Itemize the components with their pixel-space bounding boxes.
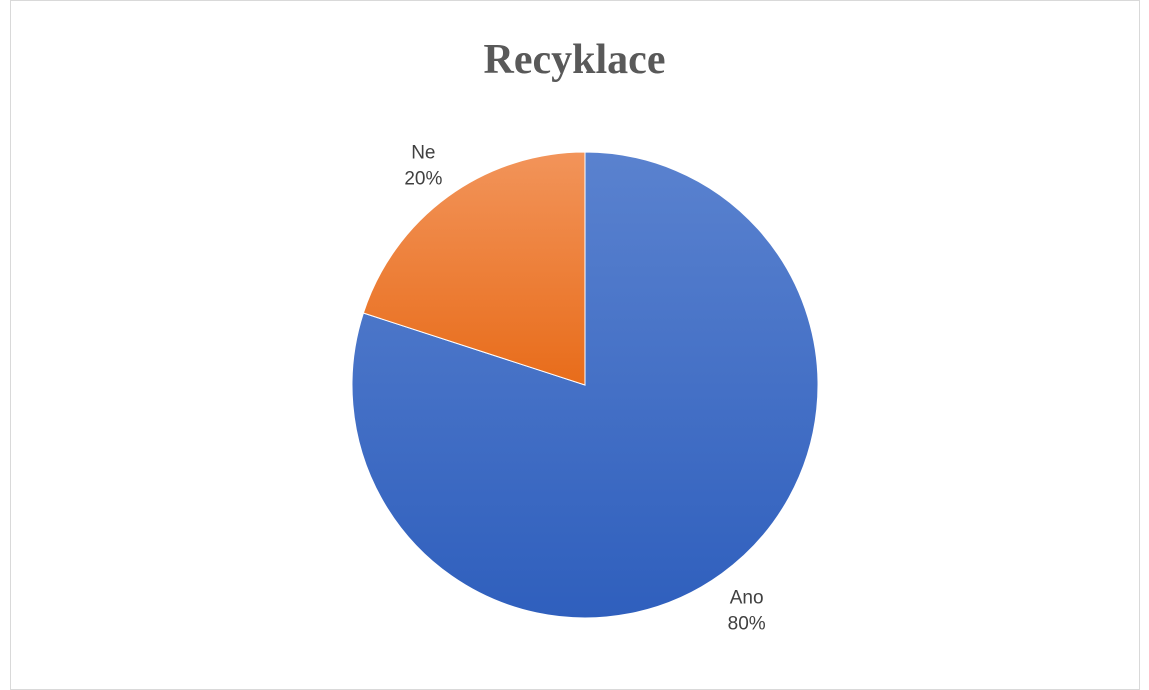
pie-chart: Ano 80% Ne 20% (351, 143, 819, 635)
slice-label-ne: Ne 20% (404, 143, 442, 190)
slice-value-label: 80% (728, 613, 766, 634)
slice-label-ano: Ano 80% (728, 587, 766, 634)
pie-labels: Ano 80% Ne 20% (404, 143, 765, 635)
pie-slice-ne (362, 151, 586, 386)
slice-category-label: Ano (730, 587, 764, 608)
slice-value-label: 20% (404, 169, 442, 190)
slice-category-label: Ne (411, 143, 435, 164)
chart-title: Recyklace (483, 37, 666, 83)
pie-slices (351, 151, 819, 619)
